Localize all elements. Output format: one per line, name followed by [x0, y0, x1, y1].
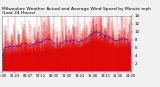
- Text: Milwaukee Weather Actual and Average Wind Speed by Minute mph (Last 24 Hours): Milwaukee Weather Actual and Average Win…: [2, 7, 151, 15]
